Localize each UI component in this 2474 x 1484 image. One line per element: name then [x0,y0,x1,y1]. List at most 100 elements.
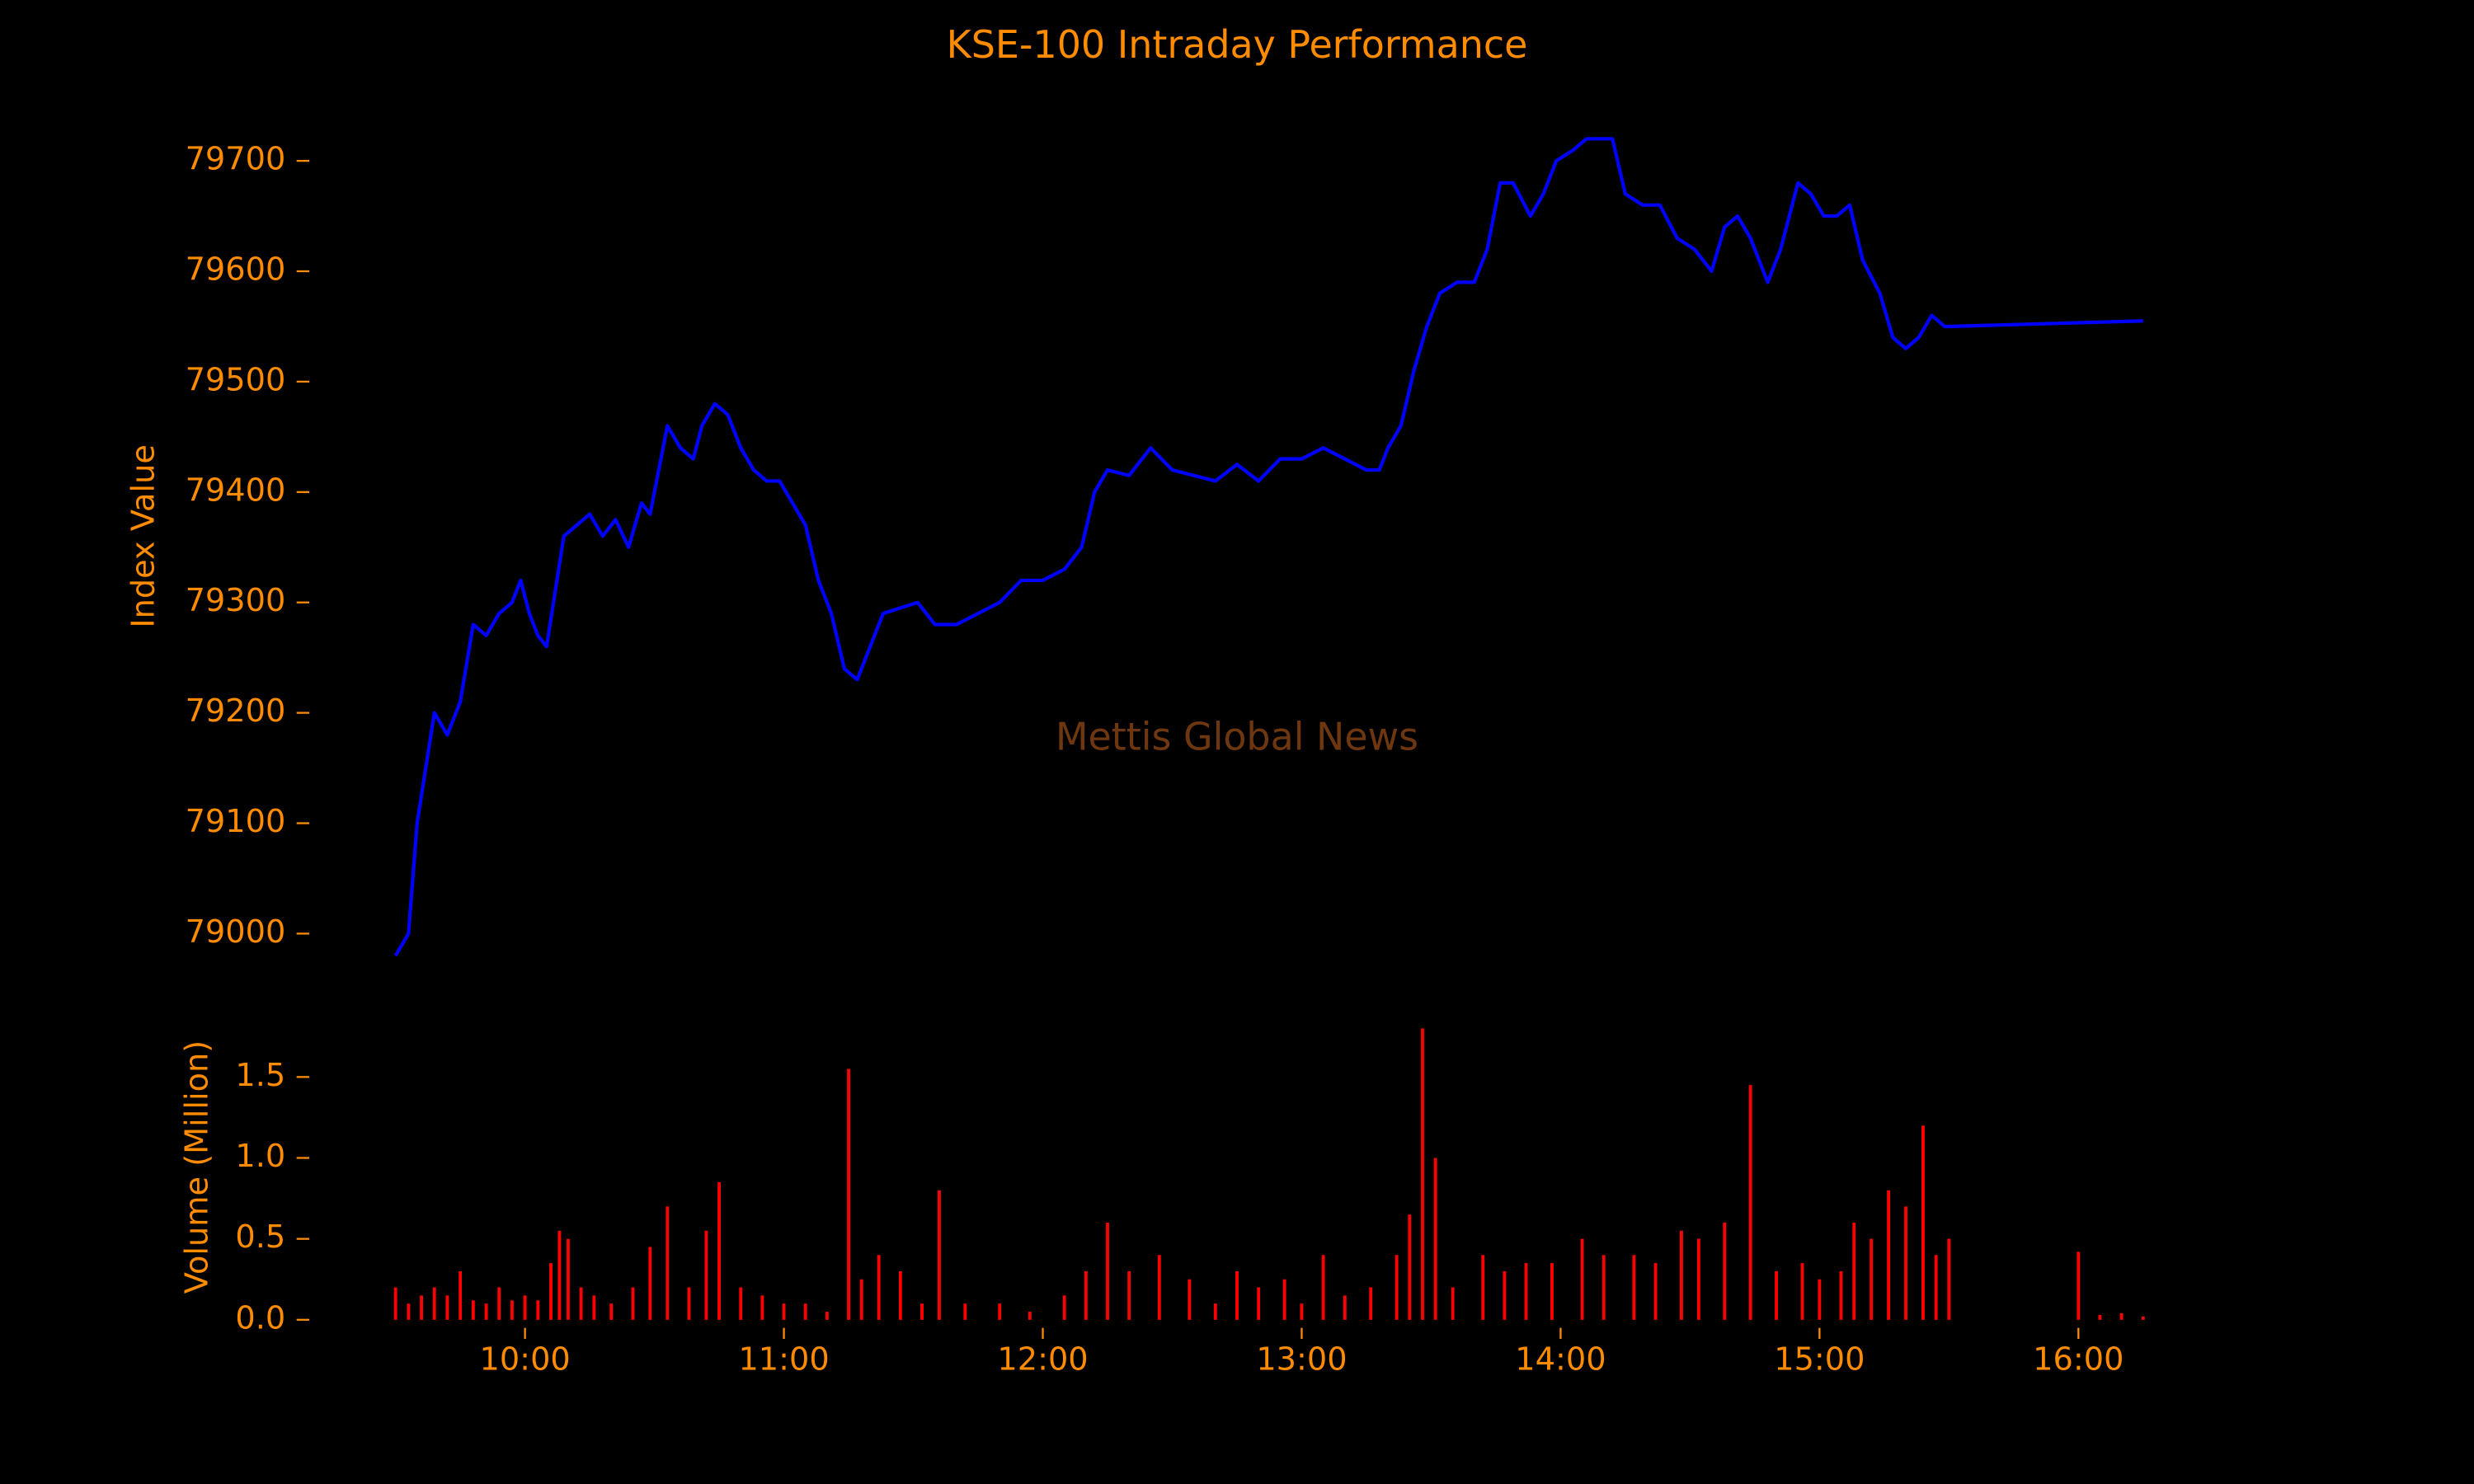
volume-bar [1680,1230,1683,1320]
volume-bar [510,1300,514,1320]
volume-bar [420,1295,423,1320]
volume-bar [2141,1316,2145,1320]
volume-bar [1282,1279,1286,1320]
y-tick-label: 79600 [186,251,286,289]
volume-bar [825,1311,829,1320]
volume-bar [1028,1311,1032,1320]
volume-bar [704,1230,708,1320]
volume-bar [666,1206,670,1320]
volume-bar [648,1247,652,1320]
volume-bar [2098,1314,2102,1320]
volume-bar [1433,1158,1437,1320]
volume-bar [432,1287,436,1320]
volume-bar [1775,1270,1778,1320]
volume-bar [847,1068,850,1320]
y-tick-label: 79100 [186,803,286,840]
y-tick-label: 79000 [186,913,286,951]
volume-bar [1213,1303,1217,1320]
volume-bar [1818,1279,1822,1320]
y-tick-label: 79500 [186,361,286,398]
volume-bar [1580,1238,1584,1320]
x-tick-label: 11:00 [738,1341,829,1378]
volume-bar [1157,1255,1161,1320]
y-tick-label: 79400 [186,472,286,509]
volume-bar [1321,1255,1325,1320]
x-tick-label: 10:00 [479,1341,570,1378]
volume-bar [1550,1263,1554,1320]
volume-bar [1503,1270,1507,1320]
volume-bar [1408,1214,1412,1320]
volume-bar [484,1303,488,1320]
volume-bar [1084,1270,1088,1320]
x-tick-label: 16:00 [2033,1341,2124,1378]
volume-bar [471,1300,475,1320]
volume-bar [1188,1279,1192,1320]
volume-bar [1887,1190,1890,1320]
volume-bar [579,1287,583,1320]
y-axis-label: Index Value [125,444,162,627]
y-tick-label: 79300 [186,582,286,619]
volume-bar [1904,1206,1907,1320]
volume-bar [1602,1255,1606,1320]
volume-bar [1395,1255,1399,1320]
x-tick-label: 12:00 [997,1341,1088,1378]
volume-bar [1257,1287,1261,1320]
volume-bar [687,1287,691,1320]
volume-bar [1653,1263,1658,1320]
x-tick-label: 13:00 [1256,1341,1347,1378]
volume-bar [1343,1295,1347,1320]
volume-bar [1421,1028,1424,1320]
volume-bar [1451,1287,1455,1320]
volume-bar [1481,1255,1485,1320]
volume-bar [1106,1223,1109,1320]
volume-bar [631,1287,635,1320]
volume-bar [898,1270,902,1320]
watermark: Mettis Global News [1056,715,1418,759]
volume-bar [2119,1313,2124,1320]
volume-bar [1921,1125,1925,1320]
volume-bar [393,1287,397,1320]
volume-bar [859,1279,863,1320]
volume-bar [2077,1252,2081,1320]
volume-bar [938,1190,941,1320]
volume-bar [803,1303,807,1320]
volume-bar [1369,1287,1373,1320]
y-tick-label: 79200 [186,693,286,730]
x-tick-label: 15:00 [1774,1341,1865,1378]
volume-bar [592,1295,596,1320]
volume-bar [1839,1270,1843,1320]
volume-bar [445,1295,449,1320]
volume-bar [1300,1303,1304,1320]
y-tick-label: 1.0 [235,1138,285,1175]
volume-bar [1800,1263,1804,1320]
volume-bar [717,1181,721,1320]
volume-bar [407,1303,411,1320]
volume-bar [557,1230,562,1320]
volume-bar [877,1255,881,1320]
volume-bar [1852,1223,1856,1320]
volume-bar [1127,1270,1131,1320]
volume-bar [1062,1295,1066,1320]
volume-bar [536,1300,540,1320]
volume-bar [567,1238,570,1320]
volume-bar [998,1303,1002,1320]
volume-bar [1723,1223,1727,1320]
y-tick-label: 79700 [186,141,286,178]
x-tick-label: 14:00 [1515,1341,1606,1378]
y-axis-label: Volume (Million) [179,1040,216,1294]
volume-bar [1870,1238,1874,1320]
volume-bar [459,1270,463,1320]
volume-bar [523,1295,527,1320]
volume-bar [1934,1255,1938,1320]
volume-bar [1524,1263,1528,1320]
volume-bar [1748,1085,1752,1320]
volume-bar [1947,1238,1951,1320]
volume-bar [963,1303,967,1320]
volume-bar [497,1287,501,1320]
volume-bar [760,1295,764,1320]
y-tick-label: 1.5 [235,1057,285,1094]
volume-bar [782,1303,786,1320]
